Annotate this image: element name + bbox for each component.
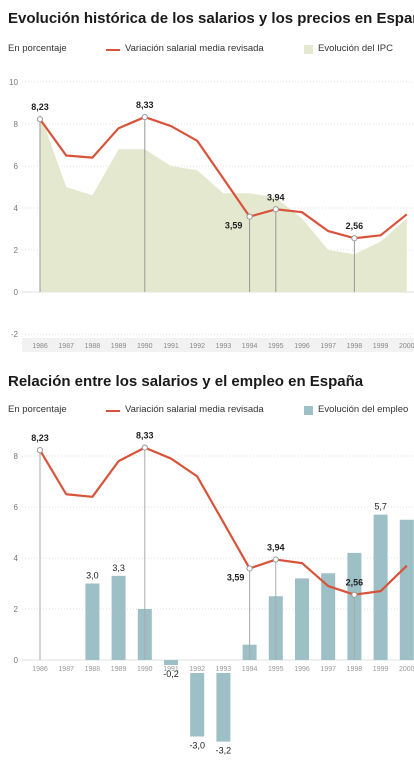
y-tick-label: -2 — [11, 330, 19, 339]
x-tick-label: 1990 — [137, 343, 153, 350]
x-tick-label: 1987 — [58, 666, 74, 673]
x-axis-band — [22, 338, 414, 352]
x-tick-label: 2000 — [399, 343, 414, 350]
chart1-legend: En porcentaje Variación salarial media r… — [8, 43, 414, 57]
chart1-legend-ipc: Evolución del IPC — [318, 43, 393, 54]
x-tick-label: 1986 — [32, 343, 48, 350]
x-tick-label: 1993 — [216, 666, 232, 673]
x-tick-label: 1989 — [111, 666, 127, 673]
salary-point — [141, 444, 148, 451]
y-tick-label: 4 — [14, 554, 19, 563]
salary-point — [36, 116, 44, 123]
salary-point — [351, 591, 358, 598]
data-label: 3,59 — [225, 221, 243, 231]
bar-data-label: -3,0 — [189, 741, 205, 751]
x-tick-label: 1987 — [58, 343, 74, 350]
bar-data-label: 5,7 — [374, 502, 387, 512]
x-tick-label: 1998 — [347, 666, 363, 673]
data-label: 8,23 — [31, 102, 49, 112]
chart1-legend-line-swatch — [106, 49, 120, 51]
x-tick-label: 1992 — [189, 343, 205, 350]
chart1-title: Evolución histórica de los salarios y lo… — [8, 10, 414, 27]
x-tick-label: 1988 — [85, 666, 101, 673]
x-tick-label: 1988 — [85, 343, 101, 350]
salary-point — [141, 113, 148, 121]
data-label: 3,94 — [267, 192, 285, 202]
x-tick-label: 1994 — [242, 666, 258, 673]
y-tick-label: 0 — [14, 656, 19, 665]
data-label: 3,94 — [267, 543, 285, 553]
data-label: 2,56 — [346, 221, 364, 231]
chart2-legend-line-swatch — [106, 410, 120, 412]
salary-line — [39, 446, 408, 596]
x-tick-label: 1998 — [347, 343, 363, 350]
salary-point — [351, 235, 358, 242]
x-tick-label: 1991 — [163, 343, 179, 350]
y-tick-label: 8 — [14, 120, 19, 129]
salary-point — [246, 213, 253, 220]
x-tick-label: 1994 — [242, 343, 258, 350]
salary-point — [246, 565, 253, 572]
chart2-title: Relación entre los salarios y el empleo … — [8, 373, 364, 390]
salary-point — [36, 447, 44, 454]
employment-bar — [85, 583, 100, 660]
data-label: 8,33 — [136, 431, 154, 441]
x-tick-label: 1997 — [320, 666, 336, 673]
y-tick-label: 2 — [14, 605, 19, 614]
chart2-unit-label: En porcentaje — [8, 404, 67, 415]
bar-data-label: -0,2 — [163, 669, 179, 679]
chart2-legend-bar-swatch — [304, 406, 313, 415]
x-tick-label: 1990 — [137, 666, 153, 673]
chart1-legend-salary: Variación salarial media revisada — [125, 43, 264, 54]
employment-bar — [111, 575, 126, 660]
x-tick-label: 1992 — [189, 666, 205, 673]
employment-bar — [295, 578, 309, 660]
x-tick-label: 1995 — [268, 666, 284, 673]
bar-data-label: 3,3 — [112, 563, 125, 573]
x-tick-label: 1989 — [111, 343, 127, 350]
bar-data-label: -3,2 — [216, 746, 232, 756]
data-label: 8,33 — [136, 100, 154, 110]
salary-point — [272, 206, 279, 213]
x-tick-label: 1986 — [32, 666, 48, 673]
chart2-legend-salary: Variación salarial media revisada — [125, 404, 264, 415]
x-tick-label: 1996 — [294, 666, 310, 673]
x-tick-label: 2000 — [399, 666, 414, 673]
employment-bar — [373, 514, 388, 660]
data-label: 3,59 — [227, 572, 245, 582]
employment-bar — [190, 673, 205, 737]
data-label: 8,23 — [31, 433, 49, 443]
chart2-legend-employment: Evolución del empleo — [318, 404, 409, 415]
chart1-legend-area-swatch — [304, 45, 313, 54]
x-tick-label: 1999 — [373, 343, 389, 350]
chart2-plot: 0 2 4 6 8 1986 1987 1988 1989 1990 1991 1992 1993 199… — [14, 431, 414, 756]
chart1-unit-label: En porcentaje — [8, 43, 67, 54]
x-tick-label: 1999 — [373, 666, 389, 673]
employment-bar — [321, 573, 336, 660]
y-tick-label: 0 — [14, 288, 19, 297]
y-tick-label: 6 — [14, 162, 19, 171]
x-tick-label: 1995 — [268, 343, 284, 350]
employment-bar — [399, 519, 414, 660]
bar-data-label: 3,0 — [86, 571, 99, 581]
data-label: 2,56 — [346, 578, 364, 588]
x-tick-label: 1991 — [163, 666, 179, 673]
x-tick-label: 1996 — [294, 343, 310, 350]
chart1-plot: -2 0 2 4 6 8 10 1986 1987 1988 1989 1990 1991 1992 199… — [9, 78, 414, 352]
salary-line — [39, 115, 408, 240]
y-tick-label: 2 — [14, 246, 19, 255]
chart2-legend: En porcentaje Variación salarial media r… — [8, 404, 414, 418]
x-tick-label: 1997 — [320, 343, 336, 350]
ipc-area — [40, 113, 407, 292]
x-tick-label: 1993 — [216, 343, 232, 350]
employment-bar — [164, 660, 178, 665]
y-tick-label: 10 — [9, 78, 18, 87]
salary-point — [272, 556, 279, 563]
y-tick-label: 8 — [14, 452, 19, 461]
y-tick-label: 6 — [14, 503, 19, 512]
employment-bar — [216, 673, 231, 742]
y-tick-label: 4 — [14, 204, 19, 213]
